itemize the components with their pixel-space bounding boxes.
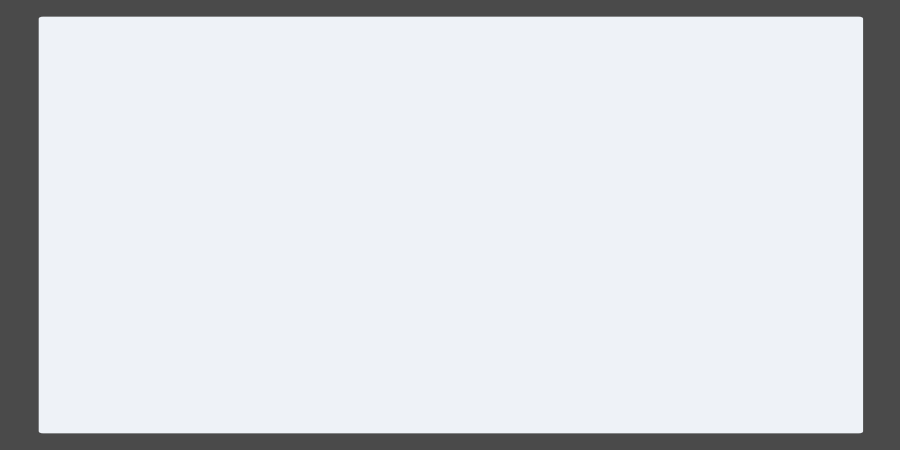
Text: $12$: $12$ bbox=[245, 278, 269, 296]
Text: $\mathit{dist\_safe}(v_{\mathit{half}},$: $\mathit{dist\_safe}(v_{\mathit{half}},$ bbox=[88, 353, 226, 377]
Text: $30$: $30$ bbox=[245, 195, 270, 213]
Text: $\mathit{dist\_safe}(v_{\mathit{half}},$: $\mathit{dist\_safe}(v_{\mathit{half}},$ bbox=[88, 275, 226, 299]
Text: $\mathit{ft}$: $\mathit{ft}$ bbox=[420, 356, 437, 375]
Text: $\mathit{ft}$: $\mathit{ft}$ bbox=[441, 195, 458, 214]
Text: $\mathit{ft}$: $\mathit{ft}$ bbox=[429, 277, 446, 297]
Text: $\mathit{g}$: $\mathit{g}$ bbox=[303, 195, 317, 214]
Text: $\cdot$: $\cdot$ bbox=[285, 195, 292, 213]
Text: $)=27.34$: $)=27.34$ bbox=[321, 276, 410, 297]
Text: $\mathit{dist\_safe}(v_{\mathit{half}},$: $\mathit{dist\_safe}(v_{\mathit{half}},$ bbox=[88, 193, 226, 216]
Text: $\mathit{dist\_safe}(v,a):=\dfrac{1}{2}\cdot\dfrac{v^2}{a}$: $\mathit{dist\_safe}(v,a):=\dfrac{1}{2}\… bbox=[88, 81, 313, 122]
Text: $\mathit{g}$: $\mathit{g}$ bbox=[303, 277, 317, 297]
Text: Calculate safe stopping distance as a: Calculate safe stopping distance as a bbox=[427, 70, 752, 88]
Text: $\cdot$: $\cdot$ bbox=[285, 278, 292, 296]
Text: function of initial velocity and acceleration.: function of initial velocity and acceler… bbox=[427, 119, 804, 137]
Text: $\mathit{g}$: $\mathit{g}$ bbox=[283, 356, 297, 375]
Text: $\cdot$: $\cdot$ bbox=[265, 356, 271, 374]
Text: $6$: $6$ bbox=[245, 356, 257, 374]
Text: $)=54.681$: $)=54.681$ bbox=[301, 355, 400, 376]
Text: $)=10.936$: $)=10.936$ bbox=[321, 194, 422, 215]
